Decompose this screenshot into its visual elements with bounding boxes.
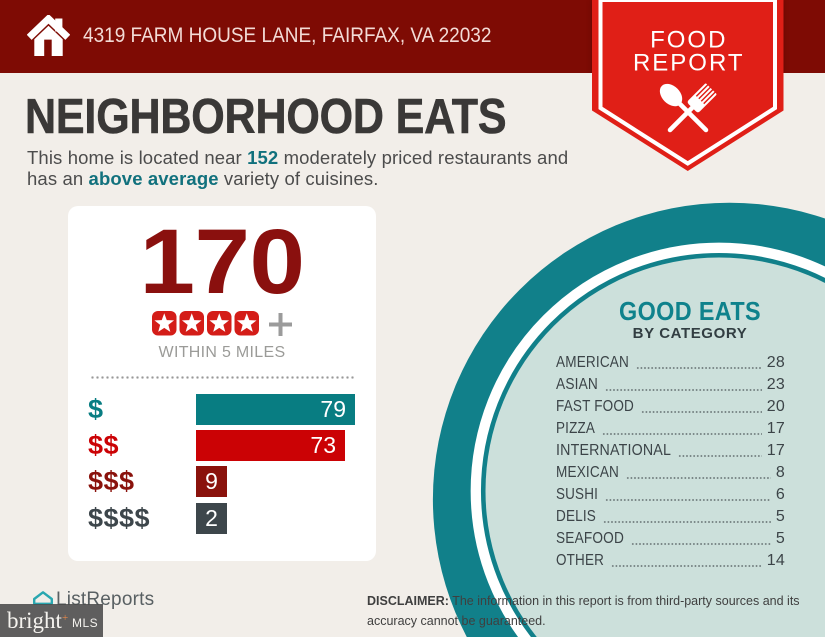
svg-text:REPORT: REPORT — [633, 50, 745, 77]
svg-text:FOOD: FOOD — [650, 27, 727, 54]
